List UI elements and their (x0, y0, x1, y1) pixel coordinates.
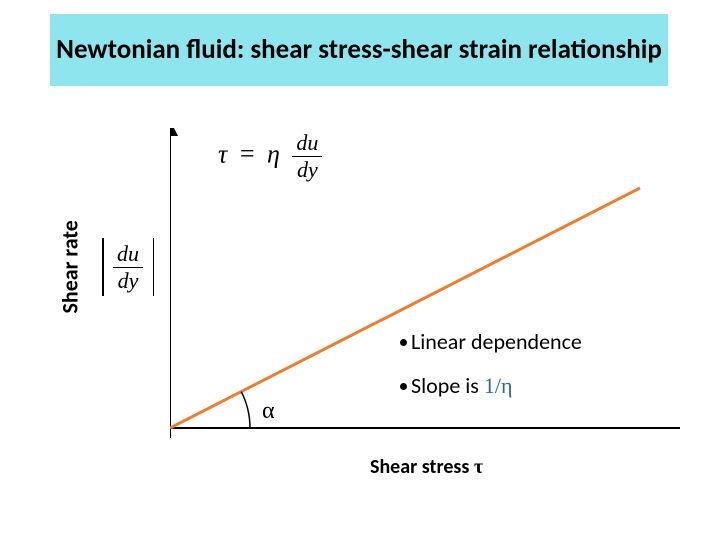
bullet-linear: Linear dependence (400, 328, 582, 355)
bullet-slope-prefix: Slope is (411, 372, 484, 399)
eq-equals: = (234, 139, 261, 168)
abs-bar-right (153, 238, 155, 296)
y-axis-label: Shear rate (57, 194, 84, 314)
title-banner: Newtonian fluid: shear stress-shear stra… (50, 14, 668, 86)
eq-den: dy (292, 157, 322, 181)
angle-alpha-label: α (262, 398, 275, 425)
eq-eta: η (267, 139, 280, 168)
x-axis-prefix: Shear stress (370, 455, 474, 479)
eq-num: du (292, 132, 322, 157)
x-axis-symbol: τ (474, 456, 483, 478)
bullet-dot-icon (400, 339, 407, 346)
title-text: Newtonian fluid: shear stress-shear stra… (56, 34, 662, 66)
bullet-linear-text: Linear dependence (411, 328, 582, 355)
abs-equation: du dy (102, 238, 154, 296)
abs-num: du (113, 243, 143, 268)
abs-den: dy (113, 268, 143, 292)
eq-fraction: du dy (292, 132, 322, 181)
eq-tau: τ (218, 139, 227, 168)
bullet-slope-highlight: 1/η (484, 373, 513, 398)
x-axis-label: Shear stress τ (370, 455, 483, 479)
bullet-slope: Slope is 1/η (400, 372, 513, 399)
bullet-dot-icon (400, 383, 407, 390)
main-equation: τ = η du dy (218, 132, 322, 181)
angle-arc (241, 392, 250, 428)
abs-bar-left (102, 238, 104, 296)
abs-fraction: du dy (113, 243, 143, 292)
